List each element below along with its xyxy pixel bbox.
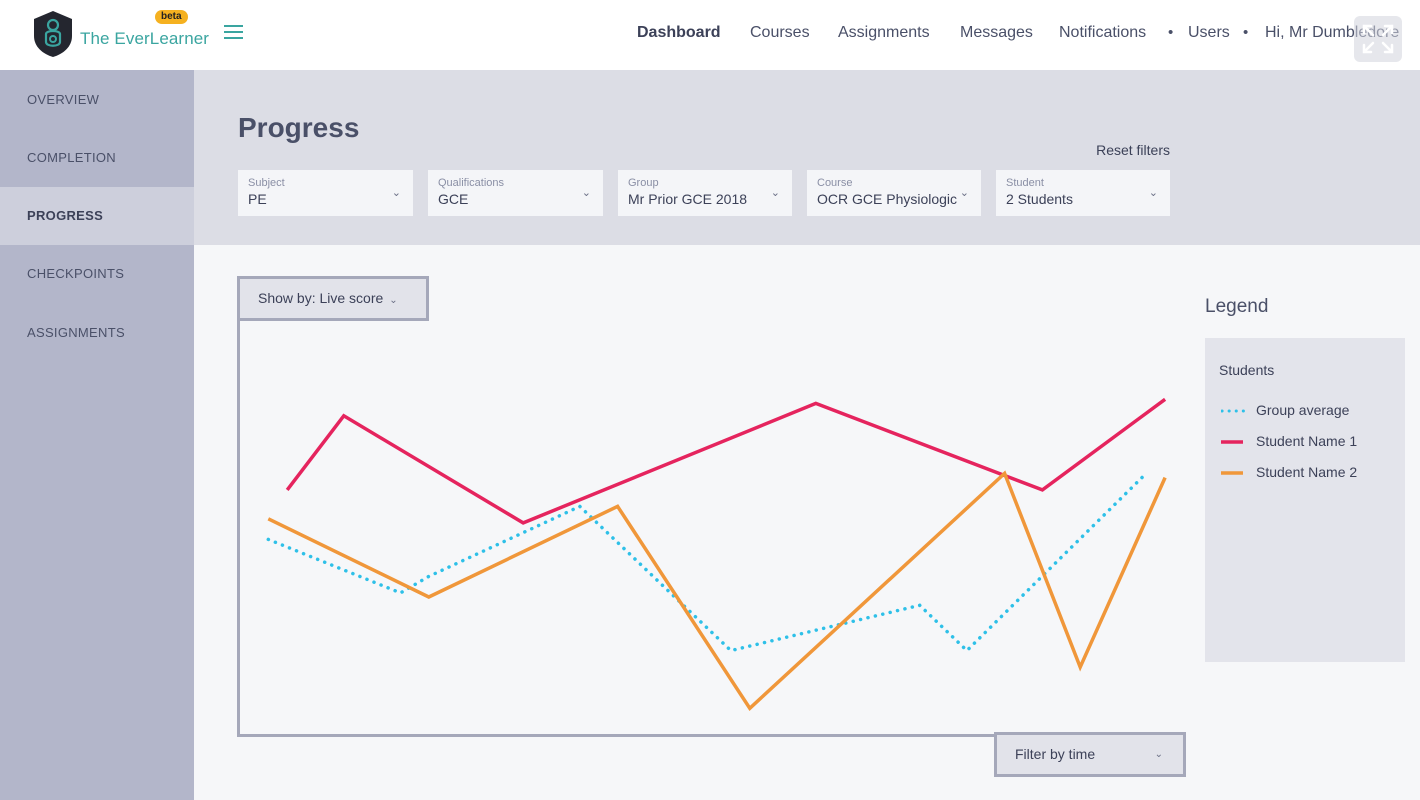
chevron-down-icon: ⌄ [959, 187, 969, 199]
everlearner-logo-icon[interactable] [32, 10, 74, 58]
legend-title: Legend [1205, 296, 1269, 317]
fullscreen-button[interactable] [1354, 16, 1402, 62]
select-label: Qualifications [438, 177, 505, 189]
legend-item-label: Student Name 2 [1256, 464, 1358, 480]
qualifications-select[interactable]: Qualifications GCE ⌄ [428, 170, 603, 216]
legend-item-label: Student Name 1 [1256, 433, 1358, 449]
beta-badge: beta [155, 10, 188, 24]
series-line-student-name-2 [267, 470, 1167, 711]
legend-item-student-1[interactable]: Student Name 1 [1219, 432, 1399, 452]
filter-panel [194, 70, 1420, 245]
select-label: Student [1006, 177, 1044, 189]
reset-filters-link[interactable]: Reset filters [1096, 142, 1170, 158]
nav-messages[interactable]: Messages [960, 24, 1033, 41]
show-by-dropdown[interactable]: Show by: Live score ⌄ [237, 276, 429, 321]
sidebar-item-completion[interactable]: COMPLETION [27, 150, 116, 165]
legend-subtitle: Students [1219, 362, 1275, 378]
chevron-down-icon: ⌄ [391, 187, 401, 199]
chevron-down-icon: ⌄ [1154, 749, 1163, 760]
subject-select[interactable]: Subject PE ⌄ [238, 170, 413, 216]
select-value: GCE [438, 191, 469, 207]
nav-users[interactable]: Users [1188, 24, 1230, 41]
select-value: Mr Prior GCE 2018 [628, 191, 748, 207]
student-select[interactable]: Student 2 Students ⌄ [996, 170, 1170, 216]
nav-notifications[interactable]: Notifications [1059, 24, 1147, 41]
select-value: OCR GCE Physiologic [817, 191, 957, 207]
expand-icon [1362, 24, 1394, 54]
show-by-label: Show by: Live score [258, 290, 384, 306]
chevron-down-icon: ⌄ [770, 187, 780, 199]
top-header: The EverLearner beta Dashboard Courses A… [0, 0, 1420, 70]
nav-separator-dot: • [1243, 24, 1249, 41]
select-label: Group [628, 177, 659, 189]
sidebar-item-checkpoints[interactable]: CHECKPOINTS [27, 266, 125, 281]
sidebar-item-overview[interactable]: OVERVIEW [27, 92, 100, 107]
brand-name[interactable]: The EverLearner [80, 29, 210, 48]
select-label: Course [817, 177, 853, 189]
solid-line-swatch-icon [1221, 471, 1243, 475]
solid-line-swatch-icon [1221, 440, 1243, 444]
progress-line-chart [266, 397, 1167, 711]
chevron-down-icon: ⌄ [389, 295, 398, 306]
select-value: 2 Students [1006, 191, 1073, 207]
chevron-down-icon: ⌄ [581, 187, 591, 199]
series-line-group-average [266, 471, 1148, 654]
nav-courses[interactable]: Courses [750, 24, 810, 41]
select-label: Subject [248, 177, 285, 189]
course-select[interactable]: Course OCR GCE Physiologic ⌄ [807, 170, 981, 216]
nav-separator-dot: • [1168, 24, 1174, 41]
page-title: Progress [238, 112, 360, 143]
select-value: PE [248, 191, 267, 207]
chevron-down-icon: ⌄ [1148, 187, 1158, 199]
group-select[interactable]: Group Mr Prior GCE 2018 ⌄ [618, 170, 792, 216]
filter-by-time-label: Filter by time [1015, 746, 1096, 762]
legend-panel: Students Group average Student Name 1 St… [1205, 338, 1405, 662]
sidebar-item-assignments[interactable]: ASSIGNMENTS [27, 325, 125, 340]
legend-item-student-2[interactable]: Student Name 2 [1219, 463, 1399, 483]
dotted-line-swatch-icon [1221, 409, 1247, 413]
sidebar-item-progress[interactable]: PROGRESS [0, 187, 194, 245]
legend-item-label: Group average [1256, 402, 1350, 418]
sidebar: OVERVIEW COMPLETION PROGRESS CHECKPOINTS… [0, 70, 194, 800]
main-nav: Dashboard Courses Assignments Messages N… [0, 24, 1420, 46]
filter-by-time-dropdown[interactable]: Filter by time ⌄ [994, 732, 1186, 777]
menu-toggle-icon[interactable] [224, 25, 243, 40]
nav-assignments[interactable]: Assignments [838, 24, 930, 41]
legend-item-group-average[interactable]: Group average [1219, 401, 1399, 421]
series-line-student-name-1 [285, 397, 1167, 525]
nav-dashboard[interactable]: Dashboard [637, 24, 721, 41]
chart-axes [237, 278, 1185, 737]
